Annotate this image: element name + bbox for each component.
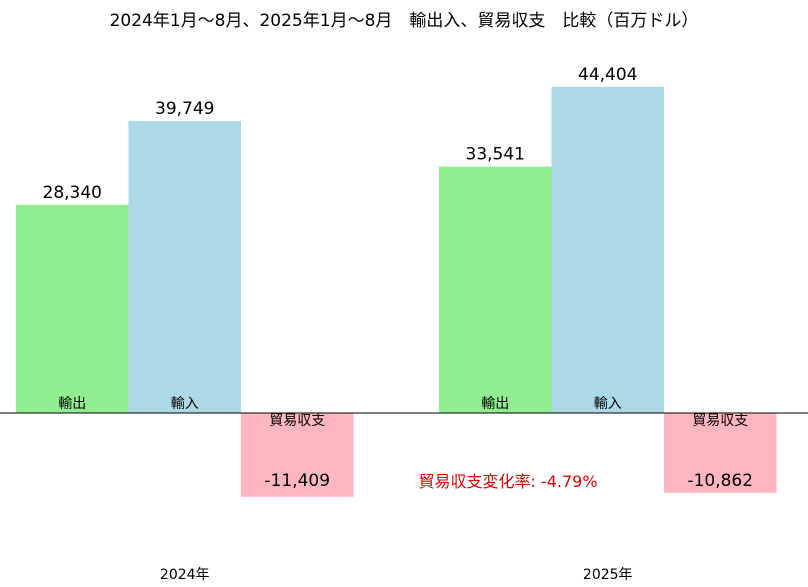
value-label-balance-2025: -10,862 [687, 471, 753, 491]
inbar-label-balance-2024: 貿易収支 [269, 413, 325, 429]
value-label-import-2024: 39,749 [155, 99, 214, 119]
value-label-import-2025: 44,404 [578, 65, 637, 85]
bar-balance-2025 [664, 413, 777, 493]
inbar-label-import-2024: 輸入 [171, 396, 199, 412]
inbar-label-export-2024: 輸出 [58, 396, 86, 412]
bar-import-2024 [128, 121, 241, 413]
value-label-export-2025: 33,541 [466, 145, 525, 165]
value-label-balance-2024: -11,409 [264, 471, 330, 491]
bar-export-2025 [439, 166, 552, 413]
value-label-export-2024: 28,340 [43, 183, 102, 203]
bar-import-2025 [551, 86, 664, 413]
inbar-label-balance-2025: 貿易収支 [692, 413, 748, 429]
x-tick-label-2024: 2024年 [160, 567, 210, 583]
inbar-label-import-2025: 輸入 [594, 396, 622, 412]
inbar-label-export-2025: 輸出 [481, 396, 509, 412]
chart-title: 2024年1月～8月、2025年1月～8月 輸出入、貿易収支 比較（百万ドル） [109, 11, 699, 31]
bar-export-2024 [16, 204, 129, 413]
annotation-balance-change-rate: 貿易収支変化率: -4.79% [418, 472, 597, 491]
bar-balance-2024 [241, 413, 354, 497]
x-tick-label-2025: 2025年 [583, 567, 633, 583]
